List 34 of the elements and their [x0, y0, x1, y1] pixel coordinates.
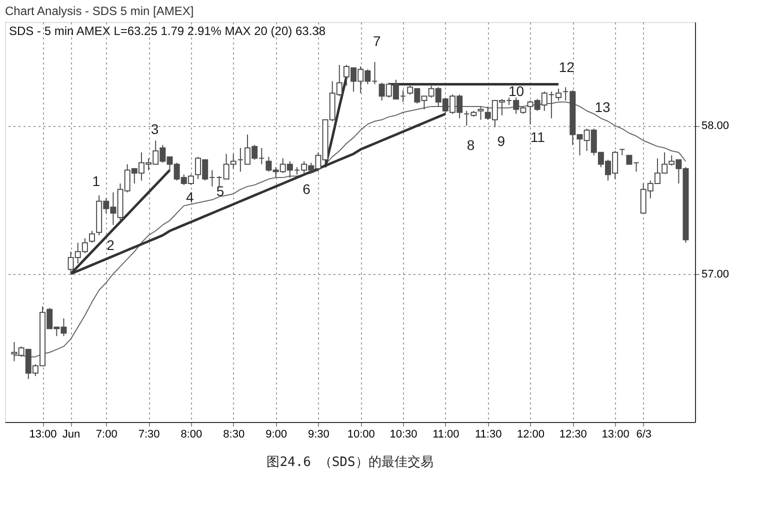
x-tick-label: 13:00 [602, 428, 630, 440]
y-tick-label: 58.00 [702, 120, 730, 132]
y-tick-label: 57.00 [702, 268, 730, 280]
x-tick-label: Jun [62, 428, 80, 440]
annotation: 3 [150, 121, 159, 137]
x-tick-label: 8:00 [180, 428, 202, 440]
annotation: 7 [373, 33, 382, 49]
annotation: 12 [558, 59, 575, 75]
x-tick-label: 6/3 [636, 428, 652, 440]
chart-title: Chart Analysis - SDS 5 min [AMEX] [5, 4, 194, 18]
annotation: 8 [466, 137, 475, 153]
x-tick-label: 9:30 [308, 428, 330, 440]
x-tick-label: 9:00 [266, 428, 287, 440]
annotation: 13 [594, 99, 611, 115]
annotation: 1 [92, 173, 100, 189]
x-tick-label: 11:00 [432, 428, 460, 440]
annotation: 10 [508, 83, 524, 99]
x-tick-label: 10:00 [347, 428, 375, 440]
annotation: 11 [530, 129, 546, 145]
x-tick-label: 8:30 [223, 428, 245, 440]
x-tick-label: 12:00 [516, 428, 545, 440]
annotation: 4 [186, 189, 194, 205]
x-tick-label: 12:30 [559, 428, 587, 440]
annotation: 2 [106, 237, 115, 253]
caption: 图24.6 （SDS）的最佳交易 [266, 454, 434, 470]
x-tick-label: 13:00 [29, 428, 57, 440]
annotation: 6 [302, 181, 311, 197]
x-tick-label: 11:30 [474, 428, 502, 440]
x-tick-label: 10:30 [390, 428, 418, 440]
annotation: SDS - 5 min AMEX L=63.25 1.79 2.91% MAX 20 (20) 63.38 [9, 24, 326, 38]
x-tick-label: 7:30 [138, 428, 160, 440]
annotation: 9 [497, 133, 506, 149]
annotation: 5 [216, 183, 224, 199]
x-tick-label: 7:00 [96, 428, 118, 440]
